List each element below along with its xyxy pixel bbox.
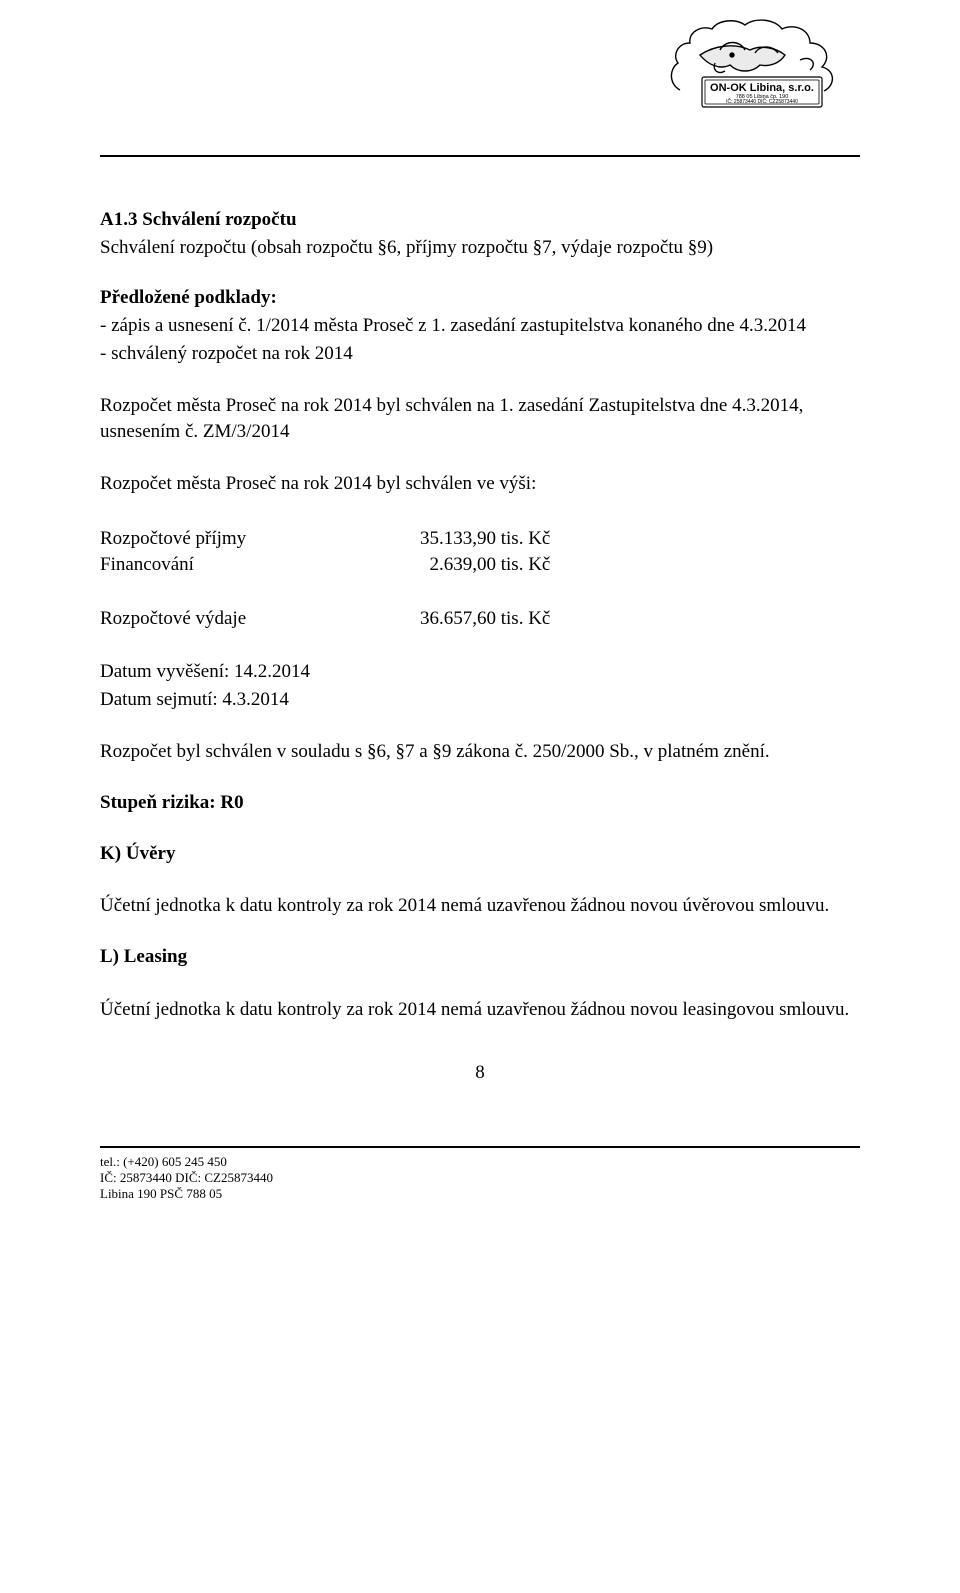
footer-tel: tel.: (+420) 605 245 450 (100, 1154, 860, 1170)
document-page: ON-OK Libina, s.r.o. 788 05 Libina čp. 1… (0, 0, 960, 1593)
footer-divider (100, 1146, 860, 1148)
header-divider (100, 155, 860, 157)
value-prijmy: 35.133,90 tis. Kč (420, 526, 860, 552)
dragon-logo-icon: ON-OK Libina, s.r.o. 788 05 Libina čp. 1… (660, 15, 860, 110)
heading-leasing: L) Leasing (100, 944, 860, 970)
page-number: 8 (100, 1060, 860, 1086)
company-logo-block: ON-OK Libina, s.r.o. 788 05 Libina čp. 1… (660, 15, 870, 110)
label-vydaje: Rozpočtové výdaje (100, 606, 420, 632)
footer-addr: Libina 190 PSČ 788 05 (100, 1186, 860, 1202)
text-rozpocet-vysi: Rozpočet města Proseč na rok 2014 byl sc… (100, 471, 860, 497)
label-financovani: Financování (100, 552, 420, 578)
value-vydaje: 36.657,60 tis. Kč (420, 606, 860, 632)
heading-uvery: K) Úvěry (100, 841, 860, 867)
heading-a13: A1.3 Schválení rozpočtu (100, 207, 860, 233)
text-uvery-body: Účetní jednotka k datu kontroly za rok 2… (100, 893, 860, 919)
svg-text:IČ: 25873440 DIČ: CZ25873440: IČ: 25873440 DIČ: CZ25873440 (726, 98, 798, 105)
table-row: Rozpočtové výdaje 36.657,60 tis. Kč (100, 606, 860, 632)
text-schvaleni-obsah: Schválení rozpočtu (obsah rozpočtu §6, p… (100, 235, 860, 261)
budget-expense-table: Rozpočtové výdaje 36.657,60 tis. Kč (100, 606, 860, 632)
text-podklad-2: - schválený rozpočet na rok 2014 (100, 341, 860, 367)
text-datum-vyveseni: Datum vyvěšení: 14.2.2014 (100, 659, 860, 685)
text-soulad-zakon: Rozpočet byl schválen v souladu s §6, §7… (100, 739, 860, 765)
text-leasing-body: Účetní jednotka k datu kontroly za rok 2… (100, 997, 860, 1023)
label-prijmy: Rozpočtové příjmy (100, 526, 420, 552)
budget-summary-table: Rozpočtové příjmy 35.133,90 tis. Kč Fina… (100, 526, 860, 577)
text-rozpocet-schvalen: Rozpočet města Proseč na rok 2014 byl sc… (100, 393, 860, 444)
logo-company-name: ON-OK Libina, s.r.o. (710, 82, 814, 94)
footer-ic: IČ: 25873440 DIČ: CZ25873440 (100, 1170, 860, 1186)
footer-block: tel.: (+420) 605 245 450 IČ: 25873440 DI… (100, 1154, 860, 1203)
text-podklad-1: - zápis a usnesení č. 1/2014 města Prose… (100, 313, 860, 339)
heading-podklady: Předložené podklady: (100, 285, 860, 311)
text-datum-sejmuti: Datum sejmutí: 4.3.2014 (100, 687, 860, 713)
table-row: Rozpočtové příjmy 35.133,90 tis. Kč (100, 526, 860, 552)
table-row: Financování 2.639,00 tis. Kč (100, 552, 860, 578)
value-financovani: 2.639,00 tis. Kč (420, 552, 860, 578)
heading-stupen-rizika: Stupeň rizika: R0 (100, 790, 860, 816)
